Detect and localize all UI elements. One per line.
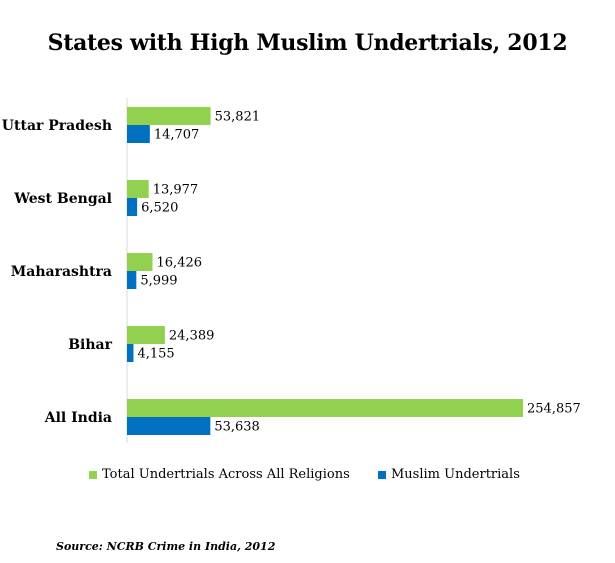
legend-swatch-muslim <box>378 470 386 479</box>
bar-total-maharashtra <box>127 253 153 271</box>
category-label-maharashtra: Maharashtra <box>11 264 112 280</box>
data-label-muslim-uttar-pradesh: 14,707 <box>154 128 200 143</box>
legend-swatch-total <box>89 470 97 479</box>
bar-muslim-bihar <box>127 344 134 362</box>
bar-muslim-all-india <box>127 417 211 435</box>
bar-total-all-india <box>127 399 523 417</box>
data-label-muslim-maharashtra: 5,999 <box>140 274 177 289</box>
data-label-total-maharashtra: 16,426 <box>157 256 203 271</box>
data-label-total-bihar: 24,389 <box>169 329 215 344</box>
data-label-muslim-all-india: 53,638 <box>214 420 259 435</box>
bar-muslim-maharashtra <box>127 271 137 289</box>
legend: Total Undertrials Across All Religions M… <box>0 467 615 487</box>
source-note: Source: NCRB Crime in India, 2012 <box>56 540 276 553</box>
category-label-west-bengal: West Bengal <box>13 191 112 207</box>
bar-muslim-uttar-pradesh <box>127 125 150 143</box>
bar-muslim-west-bengal <box>127 198 138 216</box>
bar-total-west-bengal <box>127 180 149 198</box>
data-label-total-uttar-pradesh: 53,821 <box>215 110 261 125</box>
category-label-uttar-pradesh: Uttar Pradesh <box>2 118 112 134</box>
chart-title: States with High Muslim Undertrials, 201… <box>47 30 568 56</box>
bar-total-bihar <box>127 326 165 344</box>
bar-total-uttar-pradesh <box>127 107 211 125</box>
data-label-total-all-india: 254,857 <box>527 402 581 417</box>
legend-item-total: Total Undertrials Across All Religions <box>89 467 350 482</box>
category-label-bihar: Bihar <box>68 337 112 353</box>
data-label-muslim-bihar: 4,155 <box>137 347 174 362</box>
bars-layer: Uttar Pradesh 53,821 14,707 West Bengal 13,9… <box>2 107 581 435</box>
data-label-total-west-bengal: 13,977 <box>153 183 199 198</box>
legend-label-total: Total Undertrials Across All Religions <box>102 467 350 482</box>
data-label-muslim-west-bengal: 6,520 <box>141 201 178 216</box>
legend-label-muslim: Muslim Undertrials <box>391 467 520 482</box>
legend-item-muslim: Muslim Undertrials <box>378 467 520 482</box>
category-label-all-india: All India <box>44 410 112 426</box>
